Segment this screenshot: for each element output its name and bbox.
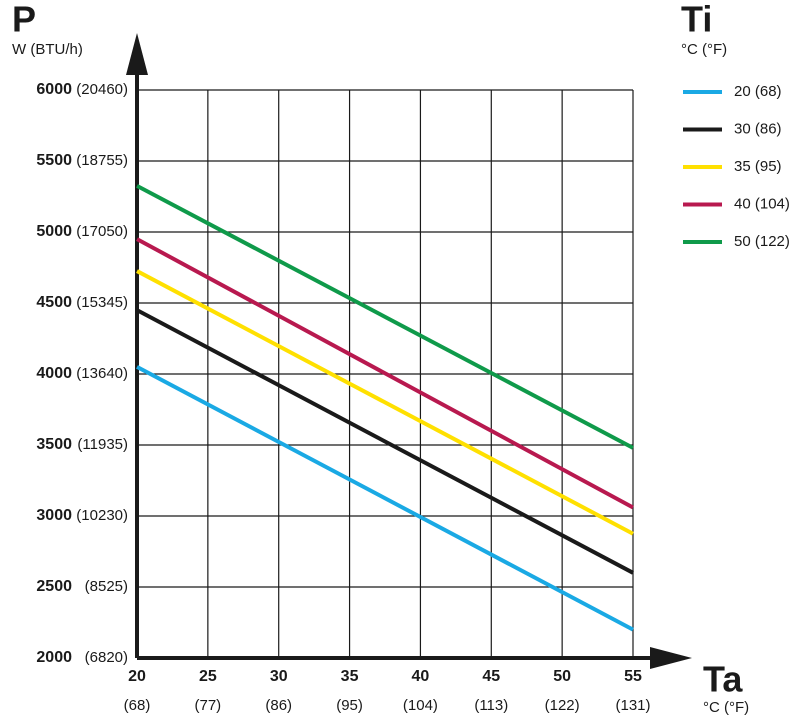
y-tick-label: 3000 <box>36 507 72 524</box>
y-axis-unit: W (BTU/h) <box>12 41 83 58</box>
x-tick-label: 50 <box>553 668 571 685</box>
y-axis-label: P <box>12 0 36 40</box>
legend-label: 20 (68) <box>734 83 782 100</box>
legend-title: Ti <box>681 0 712 40</box>
y-tick-secondary-label: (13640) <box>76 365 128 382</box>
series-line <box>136 237 634 510</box>
y-tick-label: 4500 <box>36 294 72 311</box>
legend-label: 40 (104) <box>734 195 790 212</box>
y-tick-secondary-label: (11935) <box>77 436 128 453</box>
y-tick-secondary-label: (17050) <box>76 223 128 240</box>
x-tick-label: 45 <box>482 668 500 685</box>
x-tick-label: 20 <box>128 668 146 685</box>
y-tick-secondary-label: (18755) <box>76 152 128 169</box>
y-tick-secondary-label: (10230) <box>76 507 128 524</box>
y-tick-label: 3500 <box>36 436 72 453</box>
x-axis-label: Ta <box>703 659 743 700</box>
y-axis-arrow <box>126 33 148 75</box>
x-axis-unit: °C (°F) <box>703 699 749 716</box>
series-line <box>136 365 634 632</box>
legend-label: 50 (122) <box>734 233 790 250</box>
y-tick-secondary-label: (20460) <box>76 81 128 98</box>
x-tick-secondary-label: (86) <box>265 697 292 714</box>
y-tick-label: 4000 <box>36 365 72 382</box>
y-tick-secondary-label: (15345) <box>76 294 128 311</box>
x-tick-secondary-label: (104) <box>403 697 438 714</box>
x-axis-arrow <box>650 647 692 669</box>
x-tick-secondary-label: (122) <box>545 697 580 714</box>
legend-label: 35 (95) <box>734 158 782 175</box>
series-line <box>136 308 634 575</box>
y-tick-label: 5500 <box>36 152 72 169</box>
x-tick-label: 35 <box>341 668 359 685</box>
y-tick-label: 2000 <box>36 649 72 666</box>
x-tick-label: 55 <box>624 668 642 685</box>
x-tick-label: 25 <box>199 668 217 685</box>
legend-label: 30 (86) <box>734 120 782 137</box>
y-tick-label: 2500 <box>36 578 72 595</box>
x-tick-label: 30 <box>270 668 288 685</box>
legend-unit: °C (°F) <box>681 41 727 58</box>
series-line <box>136 269 634 536</box>
x-tick-secondary-label: (95) <box>336 697 363 714</box>
x-tick-secondary-label: (68) <box>124 697 151 714</box>
y-tick-secondary-label: (8525) <box>85 578 128 595</box>
y-tick-label: 6000 <box>36 81 72 98</box>
y-tick-secondary-label: (6820) <box>85 649 128 666</box>
x-tick-secondary-label: (77) <box>195 697 222 714</box>
x-tick-secondary-label: (113) <box>474 697 508 714</box>
y-tick-label: 5000 <box>36 223 72 240</box>
series-line <box>136 184 634 450</box>
x-tick-label: 40 <box>412 668 430 685</box>
x-tick-secondary-label: (131) <box>615 697 650 714</box>
